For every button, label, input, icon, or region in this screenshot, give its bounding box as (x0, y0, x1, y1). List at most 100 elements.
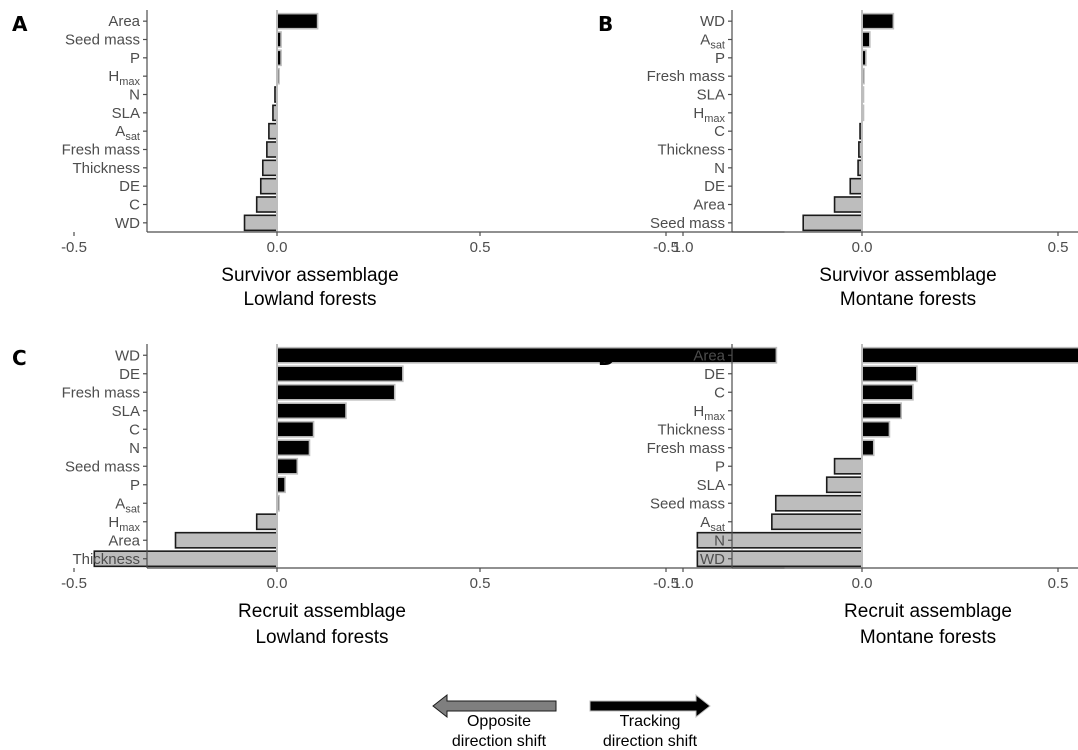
bar (849, 177, 863, 195)
category-label: SLA (112, 403, 140, 420)
x-tick-label: -0.5 (61, 575, 87, 592)
category-label: WD (700, 551, 725, 568)
x-tick-label: -0.5 (653, 575, 679, 592)
x-axis-title-line2: Montane forests (860, 627, 996, 648)
x-tick-label: -0.5 (61, 239, 87, 256)
bar (861, 346, 1078, 364)
x-tick-label: 0.5 (470, 239, 491, 256)
category-label: DE (119, 366, 140, 383)
bar (774, 494, 863, 512)
x-tick-label: 0.0 (267, 575, 288, 592)
x-tick-label: 0.5 (470, 575, 491, 592)
x-tick-label: 0.5 (1048, 575, 1069, 592)
bar (243, 214, 278, 232)
bar (771, 513, 863, 531)
x-tick-label: 0.0 (852, 239, 873, 256)
bar (266, 141, 278, 158)
category-label: C (714, 123, 725, 140)
category-label: Seed mass (65, 32, 140, 49)
category-label: Thickness (72, 160, 140, 177)
bar (276, 476, 286, 494)
legend-opposite-label-line2: direction shift (452, 733, 547, 750)
category-label: Fresh mass (62, 142, 140, 159)
category-label: N (714, 532, 725, 549)
x-axis-title-line2: Lowland forests (255, 627, 388, 648)
category-label: Area (693, 197, 725, 214)
category-label: Fresh mass (62, 384, 140, 401)
bar (276, 365, 404, 383)
bar (861, 439, 875, 457)
category-label: Hmax (108, 68, 140, 88)
category-label: DE (119, 178, 140, 195)
x-axis-title-line1: Survivor assemblage (221, 265, 398, 286)
category-label: Hmax (693, 403, 725, 423)
panel-letter: C (12, 346, 27, 370)
category-label: Hmax (108, 514, 140, 534)
category-label: Thickness (657, 142, 725, 159)
panel-letter: A (12, 12, 28, 36)
x-tick-label: 1.0 (673, 239, 694, 256)
category-label: P (130, 477, 140, 494)
legend-opposite-label-line1: Opposite (467, 713, 531, 730)
bar (276, 383, 396, 401)
category-label: Area (108, 532, 140, 549)
category-label: WD (115, 347, 140, 364)
category-label: Seed mass (65, 458, 140, 475)
legend-tracking-label-line1: Tracking (620, 713, 681, 730)
bar (802, 214, 863, 232)
category-label: C (129, 421, 140, 438)
bar (255, 196, 278, 213)
legend: Opposite direction shift Tracking direct… (432, 693, 711, 750)
category-label: C (714, 384, 725, 401)
category-label: Asat (700, 514, 725, 534)
bar (861, 365, 918, 383)
category-label: DE (704, 366, 725, 383)
x-axis-title-line1: Recruit assemblage (238, 601, 406, 622)
bar (276, 457, 299, 475)
bar (276, 439, 311, 457)
category-label: Seed mass (650, 215, 725, 232)
bar (833, 457, 863, 475)
category-label: DE (704, 178, 725, 195)
bar (861, 383, 914, 401)
category-label: Thickness (72, 551, 140, 568)
bar (861, 402, 903, 420)
x-axis-title-line1: Survivor assemblage (819, 265, 996, 286)
x-axis-title-line1: Recruit assemblage (844, 601, 1012, 622)
category-label: Hmax (693, 105, 725, 125)
category-label: P (715, 50, 725, 67)
category-label: C (129, 197, 140, 214)
category-label: Area (108, 13, 140, 30)
bar (861, 12, 895, 30)
category-label: P (715, 458, 725, 475)
bar (276, 402, 347, 420)
x-axis-title-line2: Lowland forests (243, 289, 376, 310)
category-label: SLA (697, 477, 725, 494)
bar (255, 513, 278, 531)
x-axis-title-line2: Montane forests (840, 289, 976, 310)
category-label: SLA (697, 87, 725, 104)
bar (276, 420, 315, 438)
category-label: Fresh mass (647, 68, 725, 85)
panel-letter: D (598, 346, 615, 370)
bar (261, 159, 278, 177)
bar (174, 531, 278, 549)
x-tick-label: -0.5 (653, 239, 679, 256)
category-label: Area (693, 347, 725, 364)
category-label: P (130, 50, 140, 67)
category-label: Asat (115, 495, 140, 515)
category-label: N (129, 87, 140, 104)
category-label: WD (700, 13, 725, 30)
opposite-direction-arrow-icon (432, 693, 557, 719)
category-label: N (129, 440, 140, 457)
category-label: SLA (112, 105, 140, 122)
category-label: WD (115, 215, 140, 232)
bar (825, 476, 863, 494)
bar (268, 122, 278, 140)
